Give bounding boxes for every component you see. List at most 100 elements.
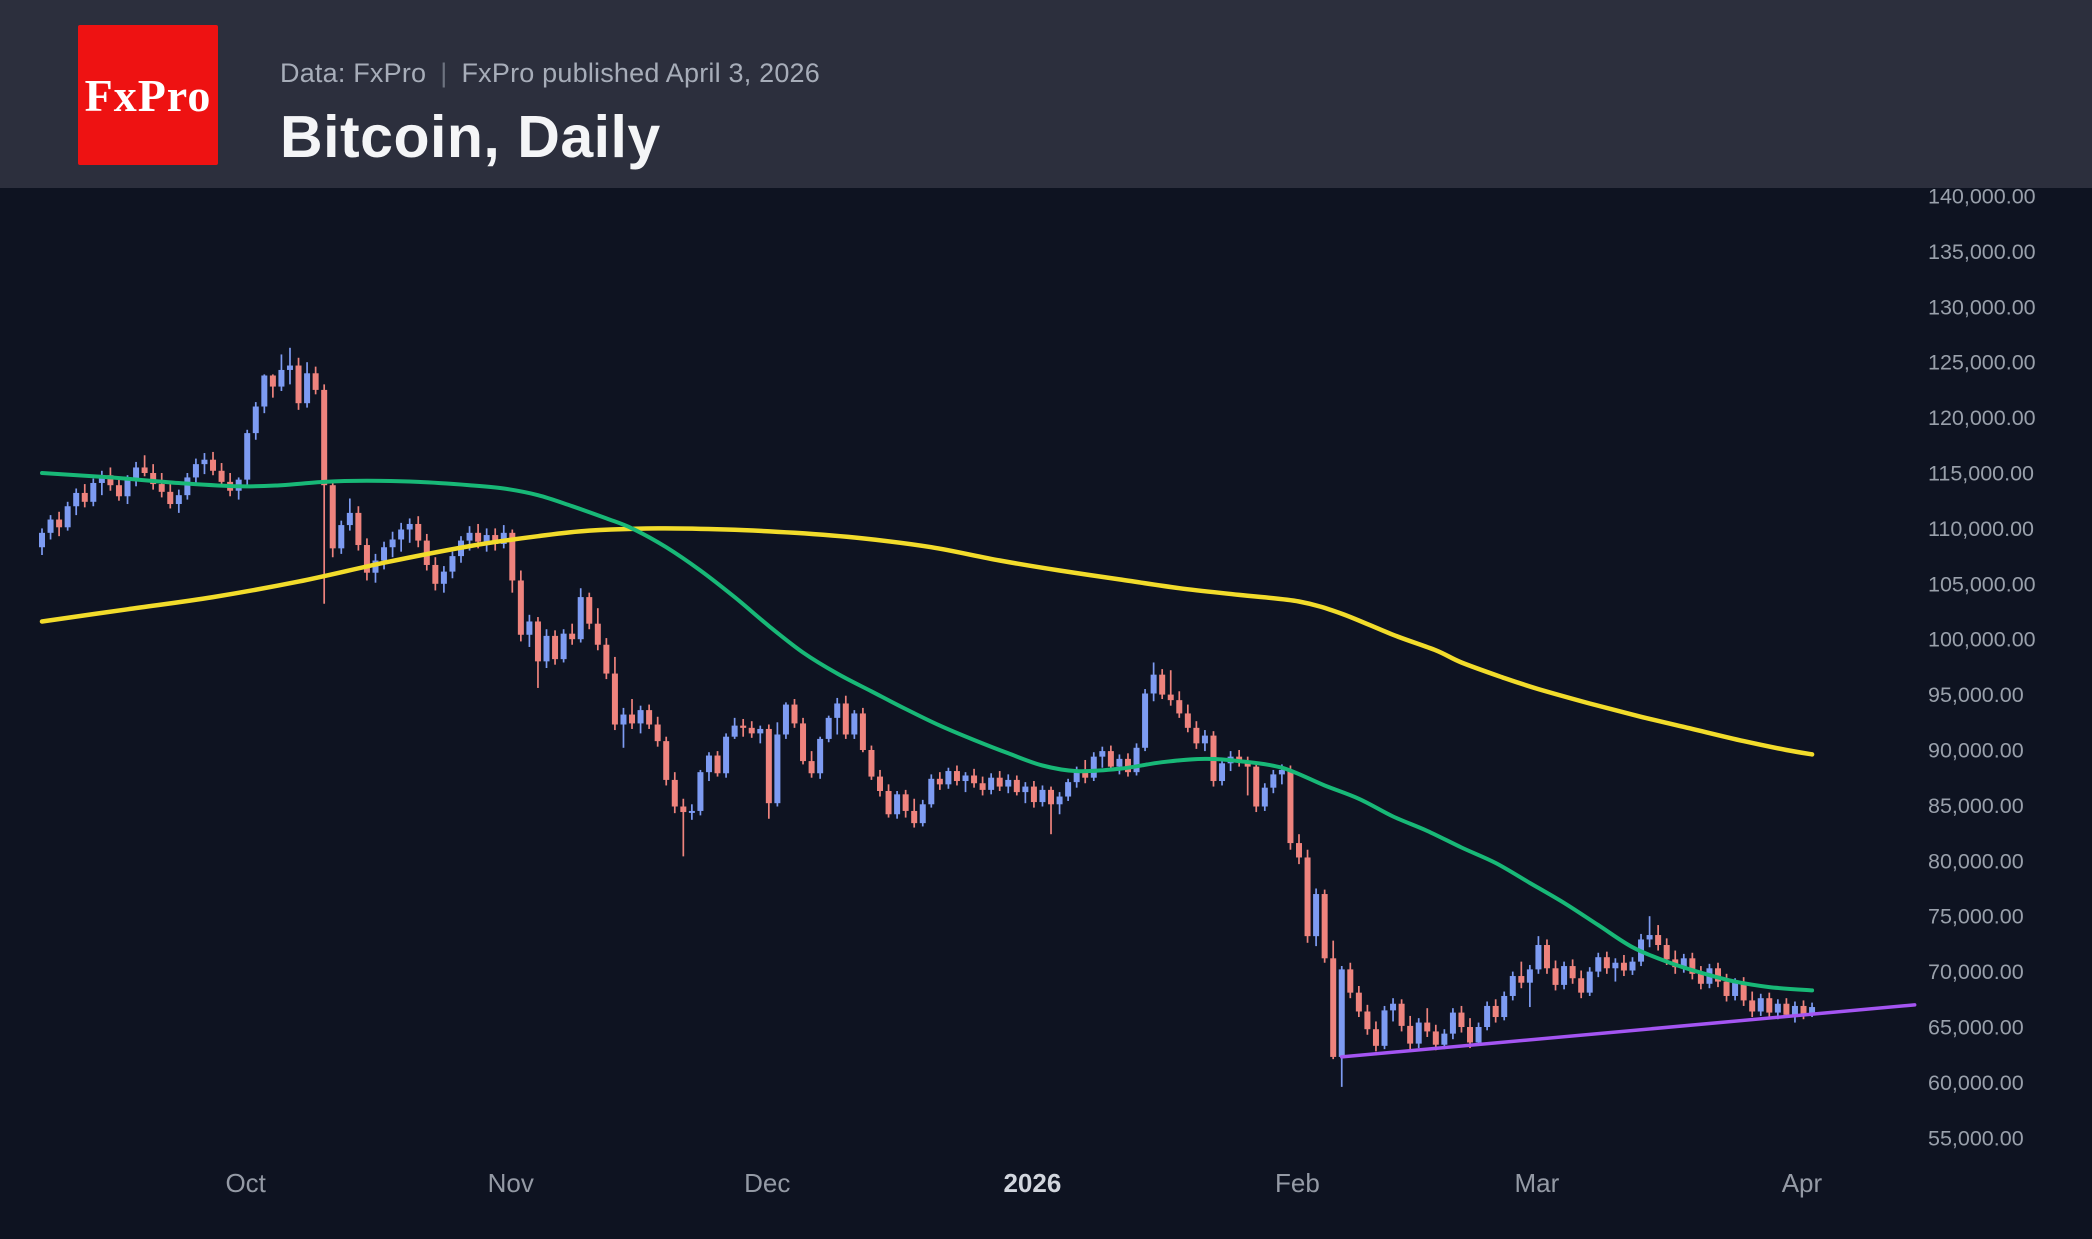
candle[interactable] xyxy=(834,697,841,735)
candle[interactable] xyxy=(64,501,71,531)
candle[interactable] xyxy=(141,455,148,477)
candle[interactable] xyxy=(158,473,165,498)
candle[interactable] xyxy=(928,774,935,808)
candle[interactable] xyxy=(774,722,781,807)
candle[interactable] xyxy=(312,366,319,395)
candle[interactable] xyxy=(1586,967,1593,996)
candle[interactable] xyxy=(894,790,901,819)
candle[interactable] xyxy=(1526,964,1533,1008)
candle[interactable] xyxy=(1492,999,1499,1023)
candle[interactable] xyxy=(671,772,678,814)
candle[interactable] xyxy=(1167,670,1174,706)
candle[interactable] xyxy=(1612,958,1619,982)
candle[interactable] xyxy=(90,478,97,507)
candle[interactable] xyxy=(329,480,336,558)
candle[interactable] xyxy=(133,461,140,487)
candle[interactable] xyxy=(39,528,45,555)
candle[interactable] xyxy=(47,515,54,540)
candle[interactable] xyxy=(988,773,995,795)
candle[interactable] xyxy=(757,725,764,744)
candle[interactable] xyxy=(1150,662,1157,702)
candle[interactable] xyxy=(355,506,362,551)
candle[interactable] xyxy=(1424,1008,1431,1037)
candle[interactable] xyxy=(569,623,576,645)
candle[interactable] xyxy=(1372,1021,1379,1052)
candle[interactable] xyxy=(1261,783,1268,811)
candle[interactable] xyxy=(825,715,832,743)
candle[interactable] xyxy=(398,522,405,552)
candle[interactable] xyxy=(1090,752,1097,782)
candle[interactable] xyxy=(372,553,379,583)
candle[interactable] xyxy=(791,699,798,728)
candle[interactable] xyxy=(1013,775,1020,796)
candle[interactable] xyxy=(1697,966,1704,990)
candlestick-chart-canvas[interactable]: 140,000.00 135,000.00 130,000.00 125,000.00… xyxy=(0,185,2092,1234)
candle[interactable] xyxy=(1133,743,1140,776)
candle[interactable] xyxy=(1355,986,1362,1018)
candle[interactable] xyxy=(1304,849,1311,943)
candle[interactable] xyxy=(218,463,225,487)
candle[interactable] xyxy=(962,772,969,793)
candle[interactable] xyxy=(817,736,824,779)
candle[interactable] xyxy=(201,453,208,475)
candle[interactable] xyxy=(432,557,439,591)
candle[interactable] xyxy=(1415,1018,1422,1049)
candle[interactable] xyxy=(859,707,866,753)
candle[interactable] xyxy=(167,481,174,509)
candle[interactable] xyxy=(1338,966,1345,1087)
candle[interactable] xyxy=(1321,889,1328,963)
candle[interactable] xyxy=(517,570,524,642)
candle[interactable] xyxy=(269,374,276,398)
candle[interactable] xyxy=(560,629,567,663)
candle[interactable] xyxy=(184,473,191,500)
candle[interactable] xyxy=(1313,888,1320,947)
candle[interactable] xyxy=(406,518,413,543)
price-chart[interactable]: 140,000.00 135,000.00 130,000.00 125,000.00… xyxy=(0,185,2092,1234)
candle[interactable] xyxy=(953,765,960,786)
candle[interactable] xyxy=(1475,1022,1482,1046)
candle[interactable] xyxy=(1501,991,1508,1021)
candle[interactable] xyxy=(1347,962,1354,999)
candle[interactable] xyxy=(73,488,80,516)
candle[interactable] xyxy=(688,804,695,820)
candle[interactable] xyxy=(1407,1015,1414,1050)
candle[interactable] xyxy=(1714,962,1721,988)
candle[interactable] xyxy=(611,656,618,731)
candle[interactable] xyxy=(629,699,636,729)
candle[interactable] xyxy=(1458,1005,1465,1033)
candle[interactable] xyxy=(594,608,601,651)
candle[interactable] xyxy=(1543,939,1550,974)
candle[interactable] xyxy=(449,551,456,579)
candle[interactable] xyxy=(321,384,328,604)
candle[interactable] xyxy=(577,588,584,643)
candle[interactable] xyxy=(1467,1018,1474,1049)
candle[interactable] xyxy=(654,716,661,747)
candle[interactable] xyxy=(1253,763,1260,813)
candle[interactable] xyxy=(192,458,199,485)
candle[interactable] xyxy=(603,638,610,680)
candle[interactable] xyxy=(1655,925,1662,951)
candle[interactable] xyxy=(842,695,849,739)
candle[interactable] xyxy=(1159,669,1166,700)
candle[interactable] xyxy=(1381,1005,1388,1050)
candle[interactable] xyxy=(1398,999,1405,1032)
candle[interactable] xyxy=(363,538,370,581)
candle[interactable] xyxy=(1184,704,1191,733)
candle[interactable] xyxy=(1193,721,1200,749)
candle[interactable] xyxy=(1484,1001,1491,1031)
candle[interactable] xyxy=(1595,952,1602,978)
candle[interactable] xyxy=(876,769,883,797)
candle[interactable] xyxy=(1766,992,1773,1019)
candle[interactable] xyxy=(919,799,926,827)
candle[interactable] xyxy=(1030,781,1037,808)
candle[interactable] xyxy=(851,710,858,739)
candle[interactable] xyxy=(1142,689,1149,752)
candle[interactable] xyxy=(800,717,807,765)
candle[interactable] xyxy=(705,752,712,782)
candle[interactable] xyxy=(748,721,755,738)
candle[interactable] xyxy=(1039,785,1046,807)
candle[interactable] xyxy=(740,718,747,737)
candle[interactable] xyxy=(680,798,687,857)
candle[interactable] xyxy=(1236,750,1243,767)
candle[interactable] xyxy=(1201,730,1208,752)
